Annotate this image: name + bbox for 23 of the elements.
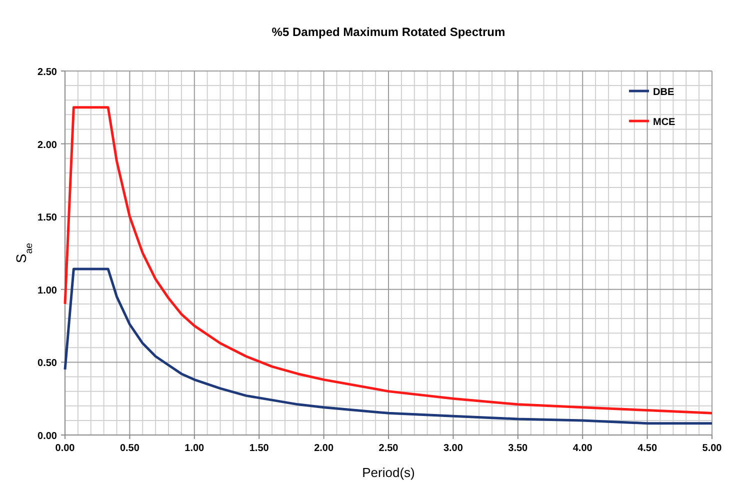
x-tick-label: 4.50 bbox=[638, 443, 658, 454]
y-tick-label: 2.00 bbox=[38, 140, 58, 151]
line-series bbox=[64, 106, 714, 414]
y-tick-label: 2.50 bbox=[38, 67, 58, 78]
legend-label: DBE bbox=[653, 87, 674, 98]
y-tick-label: 0.00 bbox=[38, 431, 58, 442]
legend-label: MCE bbox=[653, 117, 676, 128]
chart-title: %5 Damped Maximum Rotated Spectrum bbox=[272, 25, 506, 39]
y-tick-label: 1.00 bbox=[38, 285, 58, 296]
x-tick-label: 4.00 bbox=[572, 443, 593, 454]
x-axis-title: Period(s) bbox=[362, 465, 415, 480]
x-tick-label: 1.50 bbox=[249, 443, 270, 454]
x-tick-label: 3.00 bbox=[443, 443, 464, 454]
x-tick-label: 3.50 bbox=[508, 443, 528, 454]
x-tick-label: 2.50 bbox=[378, 443, 399, 454]
line-series bbox=[64, 268, 714, 425]
x-tick-label: 5.00 bbox=[702, 443, 722, 454]
y-tick-label: 0.50 bbox=[38, 358, 58, 370]
x-tick-label: 1.00 bbox=[184, 443, 205, 454]
x-tick-label: 0.00 bbox=[55, 443, 76, 454]
x-tick-label: 0.50 bbox=[120, 443, 140, 454]
y-tick-label: 1.50 bbox=[38, 212, 58, 224]
x-tick-label: 2.00 bbox=[314, 443, 334, 454]
